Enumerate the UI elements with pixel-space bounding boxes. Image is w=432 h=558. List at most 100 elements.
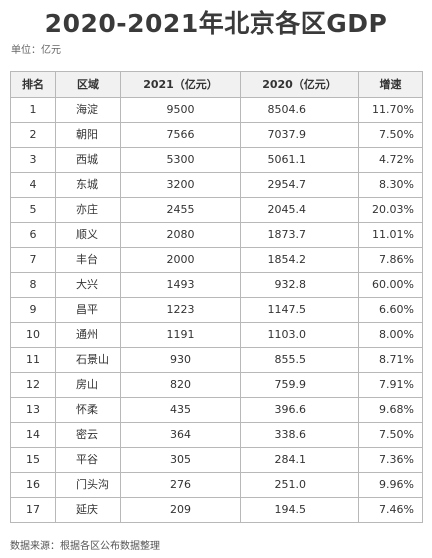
cell-gdp-2021: 305 bbox=[120, 447, 241, 473]
table-header-row: 排名 区域 2021（亿元） 2020（亿元） 增速 bbox=[10, 71, 423, 98]
cell-rank: 9 bbox=[10, 297, 56, 323]
cell-gdp-2020: 1873.7 bbox=[240, 222, 359, 248]
table-row: 7 丰台 2000 1854.2 7.86% bbox=[10, 247, 423, 273]
cell-gdp-2020: 251.0 bbox=[240, 472, 359, 498]
cell-gdp-2021: 820 bbox=[120, 372, 241, 398]
table-row: 16 门头沟 276 251.0 9.96% bbox=[10, 472, 423, 498]
cell-growth: 9.96% bbox=[358, 472, 423, 498]
cell-district: 东城 bbox=[55, 172, 121, 198]
table-row: 15 平谷 305 284.1 7.36% bbox=[10, 447, 423, 473]
cell-rank: 15 bbox=[10, 447, 56, 473]
cell-growth: 20.03% bbox=[358, 197, 423, 223]
cell-rank: 2 bbox=[10, 122, 56, 148]
table-body: 1 海淀 9500 8504.6 11.70% 2 朝阳 7566 7037.9 7.50% 3 西城… bbox=[10, 97, 423, 523]
cell-gdp-2020: 759.9 bbox=[240, 372, 359, 398]
cell-gdp-2020: 932.8 bbox=[240, 272, 359, 298]
cell-growth: 8.71% bbox=[358, 347, 423, 373]
cell-district: 海淀 bbox=[55, 97, 121, 123]
cell-growth: 7.36% bbox=[358, 447, 423, 473]
cell-district: 怀柔 bbox=[55, 397, 121, 423]
header-growth: 增速 bbox=[358, 71, 423, 98]
cell-district: 房山 bbox=[55, 372, 121, 398]
cell-gdp-2020: 1854.2 bbox=[240, 247, 359, 273]
cell-growth: 60.00% bbox=[358, 272, 423, 298]
cell-rank: 4 bbox=[10, 172, 56, 198]
table-row: 14 密云 364 338.6 7.50% bbox=[10, 422, 423, 448]
page-title: 2020-2021年北京各区GDP bbox=[44, 9, 388, 38]
cell-district: 延庆 bbox=[55, 497, 121, 523]
table-row: 5 亦庄 2455 2045.4 20.03% bbox=[10, 197, 423, 223]
cell-growth: 7.50% bbox=[358, 122, 423, 148]
cell-rank: 6 bbox=[10, 222, 56, 248]
cell-district: 西城 bbox=[55, 147, 121, 173]
cell-district: 通州 bbox=[55, 322, 121, 348]
gdp-table: 排名 区域 2021（亿元） 2020（亿元） 增速 1 海淀 9500 8504.6… bbox=[10, 71, 423, 523]
cell-district: 朝阳 bbox=[55, 122, 121, 148]
header-gdp-2021: 2021（亿元） bbox=[120, 71, 241, 98]
cell-gdp-2020: 8504.6 bbox=[240, 97, 359, 123]
cell-growth: 7.50% bbox=[358, 422, 423, 448]
cell-gdp-2021: 209 bbox=[120, 497, 241, 523]
cell-growth: 7.46% bbox=[358, 497, 423, 523]
cell-rank: 5 bbox=[10, 197, 56, 223]
cell-gdp-2021: 9500 bbox=[120, 97, 241, 123]
cell-growth: 6.60% bbox=[358, 297, 423, 323]
cell-gdp-2021: 3200 bbox=[120, 172, 241, 198]
cell-gdp-2021: 435 bbox=[120, 397, 241, 423]
cell-rank: 14 bbox=[10, 422, 56, 448]
cell-rank: 1 bbox=[10, 97, 56, 123]
cell-gdp-2021: 930 bbox=[120, 347, 241, 373]
table-row: 3 西城 5300 5061.1 4.72% bbox=[10, 147, 423, 173]
cell-district: 门头沟 bbox=[55, 472, 121, 498]
cell-rank: 11 bbox=[10, 347, 56, 373]
cell-gdp-2021: 364 bbox=[120, 422, 241, 448]
cell-gdp-2020: 338.6 bbox=[240, 422, 359, 448]
cell-rank: 7 bbox=[10, 247, 56, 273]
cell-growth: 11.01% bbox=[358, 222, 423, 248]
cell-gdp-2020: 396.6 bbox=[240, 397, 359, 423]
cell-rank: 13 bbox=[10, 397, 56, 423]
table-row: 1 海淀 9500 8504.6 11.70% bbox=[10, 97, 423, 123]
table-row: 2 朝阳 7566 7037.9 7.50% bbox=[10, 122, 423, 148]
table-row: 12 房山 820 759.9 7.91% bbox=[10, 372, 423, 398]
cell-district: 昌平 bbox=[55, 297, 121, 323]
cell-district: 密云 bbox=[55, 422, 121, 448]
cell-gdp-2020: 1103.0 bbox=[240, 322, 359, 348]
cell-rank: 8 bbox=[10, 272, 56, 298]
cell-gdp-2021: 5300 bbox=[120, 147, 241, 173]
cell-district: 丰台 bbox=[55, 247, 121, 273]
cell-gdp-2021: 1493 bbox=[120, 272, 241, 298]
cell-gdp-2021: 2000 bbox=[120, 247, 241, 273]
cell-growth: 4.72% bbox=[358, 147, 423, 173]
cell-growth: 8.30% bbox=[358, 172, 423, 198]
table-row: 9 昌平 1223 1147.5 6.60% bbox=[10, 297, 423, 323]
table-row: 6 顺义 2080 1873.7 11.01% bbox=[10, 222, 423, 248]
cell-district: 石景山 bbox=[55, 347, 121, 373]
cell-gdp-2020: 5061.1 bbox=[240, 147, 359, 173]
table-row: 8 大兴 1493 932.8 60.00% bbox=[10, 272, 423, 298]
cell-gdp-2020: 2045.4 bbox=[240, 197, 359, 223]
cell-gdp-2021: 1191 bbox=[120, 322, 241, 348]
cell-gdp-2021: 2080 bbox=[120, 222, 241, 248]
cell-rank: 16 bbox=[10, 472, 56, 498]
unit-label: 单位：亿元 bbox=[11, 45, 61, 56]
cell-rank: 10 bbox=[10, 322, 56, 348]
cell-district: 亦庄 bbox=[55, 197, 121, 223]
table-row: 13 怀柔 435 396.6 9.68% bbox=[10, 397, 423, 423]
cell-gdp-2021: 2455 bbox=[120, 197, 241, 223]
header-rank: 排名 bbox=[10, 71, 56, 98]
cell-gdp-2020: 194.5 bbox=[240, 497, 359, 523]
table-row: 4 东城 3200 2954.7 8.30% bbox=[10, 172, 423, 198]
cell-growth: 7.91% bbox=[358, 372, 423, 398]
cell-gdp-2021: 1223 bbox=[120, 297, 241, 323]
table-row: 17 延庆 209 194.5 7.46% bbox=[10, 497, 423, 523]
cell-gdp-2020: 284.1 bbox=[240, 447, 359, 473]
cell-rank: 3 bbox=[10, 147, 56, 173]
cell-gdp-2020: 855.5 bbox=[240, 347, 359, 373]
cell-growth: 9.68% bbox=[358, 397, 423, 423]
cell-district: 大兴 bbox=[55, 272, 121, 298]
cell-district: 平谷 bbox=[55, 447, 121, 473]
cell-gdp-2020: 1147.5 bbox=[240, 297, 359, 323]
table-row: 11 石景山 930 855.5 8.71% bbox=[10, 347, 423, 373]
cell-gdp-2021: 276 bbox=[120, 472, 241, 498]
